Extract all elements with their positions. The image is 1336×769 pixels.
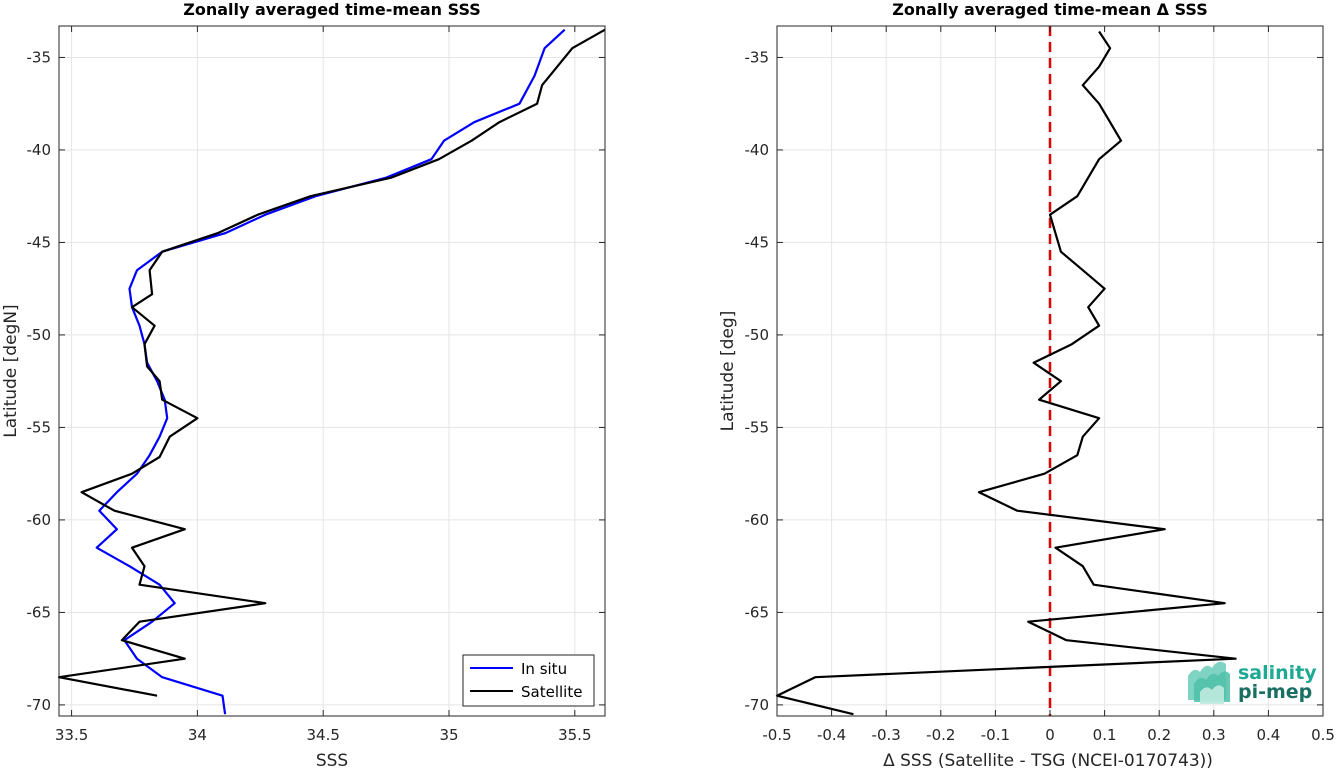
y-tick-label: -60	[27, 511, 52, 529]
logo-text-line2: pi-mep	[1238, 681, 1312, 703]
legend-label-insitu: In situ	[521, 660, 567, 678]
y-tick-label: -55	[745, 418, 770, 436]
x-tick-label: 34.5	[306, 726, 339, 744]
x-axis-label: Δ SSS (Satellite - TSG (NCEI-0170743))	[883, 751, 1213, 769]
panel-sss: 33.5 34 34.5 35 35.5 -35 -40 -45 -50 -55 -60 -65 -70…	[1, 0, 606, 769]
y-tick-label: -45	[27, 233, 52, 251]
x-tick-label: -0.1	[981, 726, 1010, 744]
x-tick-label: 0.5	[1311, 726, 1335, 744]
x-tick-label: -0.2	[926, 726, 955, 744]
x-tick-label: 35.5	[558, 726, 591, 744]
y-tick-label: -65	[745, 603, 770, 621]
y-tick-label: -35	[745, 48, 770, 66]
x-tick-label: 0.4	[1256, 726, 1280, 744]
x-tick-label: 0.2	[1147, 726, 1171, 744]
y-tick-label: -50	[745, 326, 770, 344]
y-tick-label: -60	[745, 511, 770, 529]
panel-delta-sss: -0.5 -0.4 -0.3 -0.2 -0.1 0 0.1 0.2 0.3 0.4 0.5 -35 -…	[718, 0, 1335, 769]
chart-title: Zonally averaged time-mean Δ SSS	[892, 0, 1208, 19]
y-tick-label: -45	[745, 233, 770, 251]
x-tick-label: 33.5	[55, 726, 88, 744]
y-tick-label: -70	[745, 696, 770, 714]
x-tick-label: 35	[439, 726, 458, 744]
x-tick-label: -0.3	[872, 726, 901, 744]
series-line-satellite	[57, 28, 606, 697]
legend: In situ Satellite	[462, 654, 595, 707]
series-lines	[775, 26, 1237, 716]
x-tick-label: -0.5	[762, 726, 791, 744]
series-line-delta	[775, 30, 1237, 716]
plot-frame	[58, 25, 606, 717]
y-tick-label: -50	[27, 326, 52, 344]
chart-title: Zonally averaged time-mean SSS	[183, 0, 481, 19]
x-tick-label: 0.1	[1093, 726, 1117, 744]
series-line-in-situ	[95, 28, 566, 715]
logo-text-line1: salinity	[1238, 662, 1317, 684]
x-tick-label: 0.3	[1202, 726, 1226, 744]
y-axis-label: Latitude [deg]	[718, 311, 738, 432]
legend-label-satellite: Satellite	[521, 683, 582, 701]
x-tick-label: 34	[188, 726, 207, 744]
x-tick-label: -0.4	[817, 726, 846, 744]
y-tick-label: -40	[745, 141, 770, 159]
y-tick-label: -70	[27, 696, 52, 714]
salinity-pi-mep-logo: salinity pi-mep	[1188, 661, 1317, 704]
y-tick-label: -35	[27, 48, 52, 66]
axis-ticks: 33.5 34 34.5 35 35.5 -35 -40 -45 -50 -55 -60 -65 -70	[27, 26, 605, 744]
x-tick-label: 0	[1045, 726, 1055, 744]
legend-box	[462, 654, 595, 707]
series-lines	[57, 28, 606, 715]
y-tick-label: -40	[27, 141, 52, 159]
y-axis-label: Latitude [degN]	[1, 304, 21, 437]
axis-ticks: -0.5 -0.4 -0.3 -0.2 -0.1 0 0.1 0.2 0.3 0.4 0.5 -35 -…	[745, 26, 1335, 744]
y-tick-label: -55	[27, 418, 52, 436]
y-tick-label: -65	[27, 603, 52, 621]
x-axis-label: SSS	[316, 751, 348, 769]
logo-wave-icon	[1188, 661, 1230, 704]
